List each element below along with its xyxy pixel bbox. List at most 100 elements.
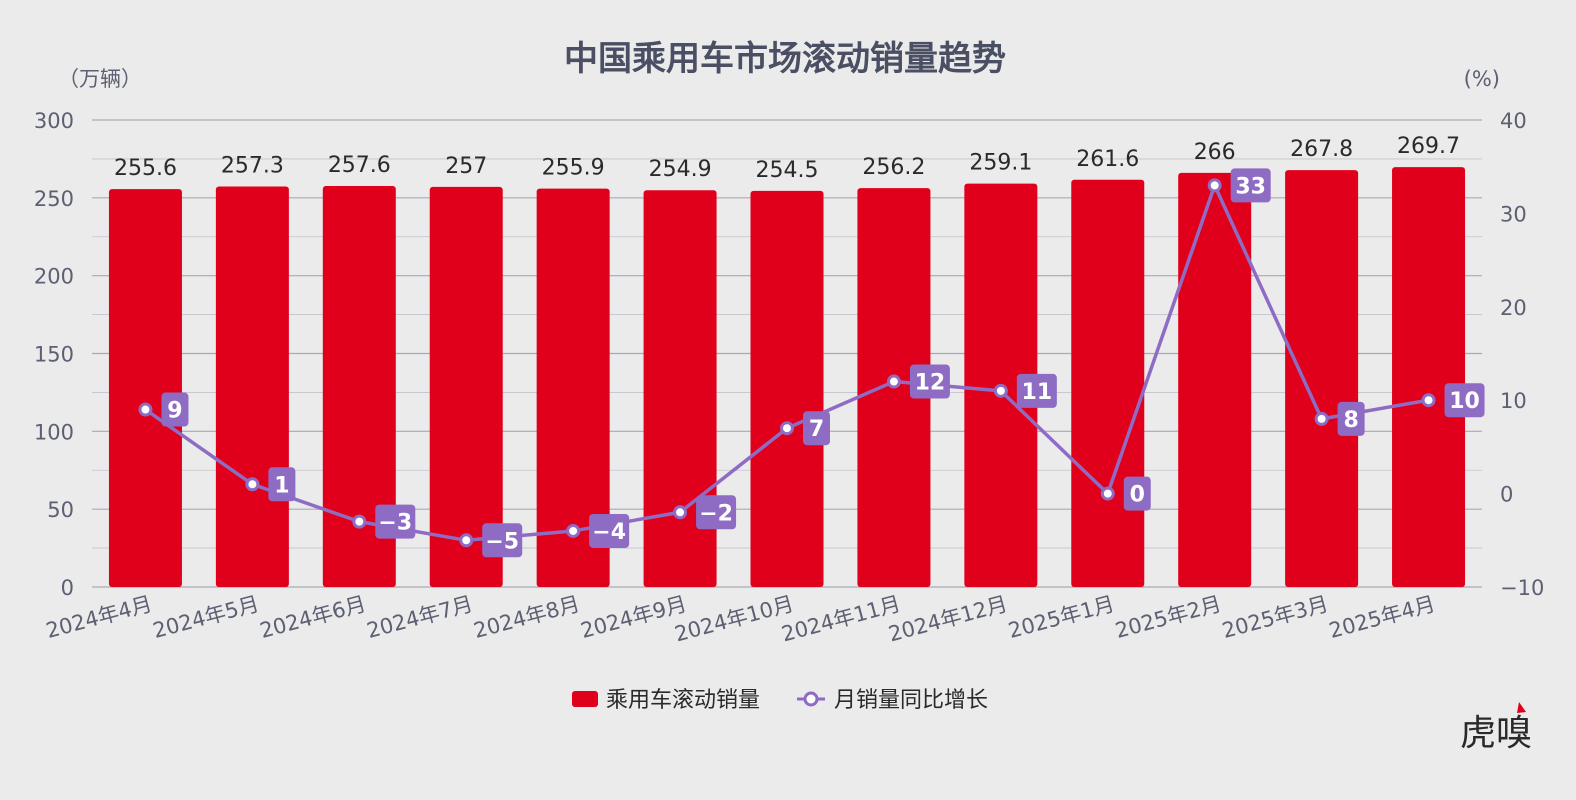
left-tick-label: 100	[34, 420, 74, 444]
x-tick-label: 2025年2月	[1113, 592, 1224, 643]
bar	[215, 186, 289, 587]
line-value-label: 11	[1022, 380, 1053, 405]
bar	[1071, 179, 1145, 587]
bar-value-label: 254.5	[756, 158, 819, 183]
right-tick-label: 30	[1500, 202, 1527, 226]
line-value-badge	[803, 411, 830, 446]
bar-value-label: 259.1	[969, 151, 1032, 176]
line-series: 9 1 −3 −5 −4 −2 7 12 11 0 33 8 10	[138, 168, 1485, 558]
line-point	[566, 523, 581, 538]
line-value-label: 1	[274, 473, 289, 498]
line-point	[245, 477, 260, 492]
x-tick-label: 2024年11月	[779, 592, 903, 647]
line-value-label: −4	[592, 520, 626, 545]
line-point	[673, 505, 688, 520]
line-point	[138, 402, 153, 417]
bar-value-label: 256.2	[862, 155, 925, 180]
bar-value-label: 261.6	[1076, 147, 1139, 172]
line-value-label: 33	[1235, 174, 1266, 199]
left-tick-label: 150	[34, 343, 74, 367]
x-tick-label: 2025年3月	[1220, 592, 1331, 643]
x-tick-label: 2024年12月	[886, 592, 1010, 647]
x-tick-label: 2025年1月	[1006, 592, 1117, 643]
x-tick-label: 2024年5月	[150, 592, 261, 643]
line-point	[1207, 178, 1222, 193]
bar	[750, 190, 824, 587]
bar-value-label: 266	[1194, 140, 1236, 165]
line-point	[1421, 393, 1436, 408]
line-value-badge	[696, 495, 737, 530]
line-value-label: 9	[167, 399, 182, 424]
line-value-label: −3	[378, 511, 412, 536]
right-tick-label: 0	[1500, 483, 1513, 507]
line-point	[993, 383, 1008, 398]
right-tick-label: 10	[1500, 389, 1527, 413]
right-tick-label: 20	[1500, 296, 1527, 320]
bar	[1285, 170, 1359, 587]
line-value-badge	[268, 467, 296, 502]
bar-value-label: 267.8	[1290, 137, 1353, 162]
bar	[1178, 172, 1252, 587]
bar-value-label: 257	[445, 154, 487, 179]
line-point	[352, 514, 367, 529]
line-value-badge	[1016, 373, 1057, 408]
line-value-label: −5	[485, 529, 519, 554]
line-value-badge	[375, 504, 416, 539]
line-value-label: 0	[1130, 483, 1145, 508]
left-axis-unit: （万辆）	[58, 67, 142, 91]
line-value-badge	[1444, 383, 1485, 418]
line-value-badge	[1337, 401, 1365, 436]
chart-title: 中国乘用车市场滚动销量趋势	[564, 39, 1006, 79]
bar	[429, 186, 503, 588]
line-value-label: 10	[1449, 389, 1480, 414]
left-tick-label: 200	[34, 265, 74, 289]
line-point	[1100, 486, 1115, 501]
line-value-label: 12	[915, 371, 946, 396]
x-tick-label: 2024年10月	[672, 592, 796, 647]
line-point	[886, 374, 901, 389]
bar	[1392, 167, 1466, 588]
line-value-badge	[1230, 168, 1271, 203]
line-value-label: 7	[809, 417, 824, 442]
left-tick-label: 50	[47, 498, 74, 522]
line-value-badge	[909, 364, 950, 399]
legend-line-marker	[803, 691, 819, 707]
bar-value-label: 255.9	[542, 156, 605, 181]
logo: 虎嗅	[1460, 702, 1532, 754]
line-point	[459, 533, 474, 548]
line-point	[780, 421, 794, 436]
x-tick-label: 2025年4月	[1327, 592, 1438, 643]
line-value-badge	[482, 523, 523, 558]
bar	[322, 186, 396, 587]
legend: 乘用车滚动销量 月销量同比增长	[572, 688, 988, 713]
line-value-badge	[589, 513, 630, 548]
right-axis-unit: (%)	[1464, 67, 1500, 91]
bar-value-label: 254.9	[649, 157, 712, 182]
left-tick-label: 300	[34, 109, 74, 133]
line-value-badge	[1123, 476, 1151, 511]
bar	[108, 189, 182, 587]
x-tick-label: 2024年7月	[364, 592, 475, 643]
bar	[536, 188, 610, 588]
legend-bar-swatch	[572, 691, 598, 707]
left-tick-label: 0	[61, 576, 74, 600]
x-tick-label: 2024年9月	[578, 592, 689, 643]
left-tick-label: 250	[34, 187, 74, 211]
line-value-label: 8	[1343, 408, 1358, 433]
x-tick-label: 2024年8月	[471, 592, 582, 643]
right-tick-label: −10	[1500, 576, 1544, 600]
legend-line-label: 月销量同比增长	[834, 688, 988, 713]
legend-bar-label: 乘用车滚动销量	[606, 688, 760, 713]
logo-text: 虎嗅	[1460, 713, 1532, 754]
x-tick-label: 2024年6月	[257, 592, 368, 643]
bar	[643, 190, 717, 587]
line-point	[1314, 411, 1329, 426]
line-value-badge	[161, 392, 189, 427]
bar-value-label: 255.6	[114, 156, 177, 181]
logo-accent-mark	[1517, 702, 1526, 713]
bar-value-label: 257.3	[221, 153, 284, 178]
right-tick-label: 40	[1500, 109, 1527, 133]
bar-value-label: 257.6	[328, 153, 391, 178]
line-value-label: −2	[699, 501, 733, 526]
